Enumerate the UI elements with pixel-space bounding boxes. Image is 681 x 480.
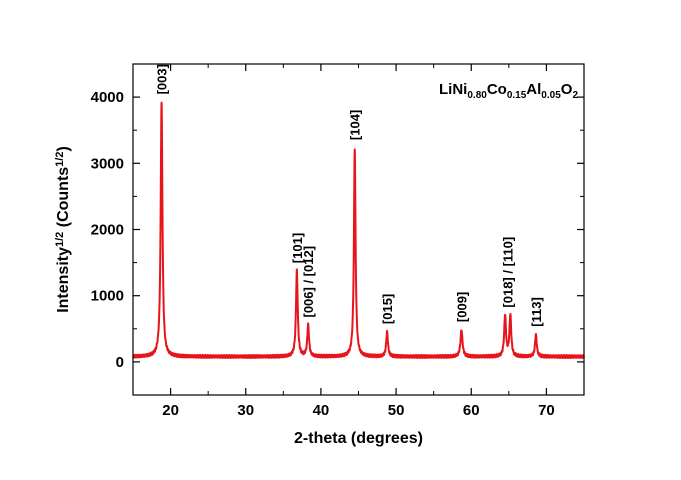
peak-label: [101] — [290, 233, 305, 263]
peak-label: [003] — [155, 64, 170, 94]
x-tick-label: 20 — [162, 402, 179, 419]
x-tick-label: 40 — [313, 402, 330, 419]
labels: 20 30 40 50 60 70 0 1000 2000 3000 4000 2-theta (de… — [54, 64, 578, 447]
x-tick-label: 50 — [388, 402, 405, 419]
y-tick-label: 4000 — [91, 89, 124, 106]
y-tick-label: 3000 — [91, 155, 124, 172]
x-tick-label: 70 — [538, 402, 555, 419]
formula-label: LiNi0.80Co0.15Al0.05O2 — [439, 81, 578, 101]
y-axis-label-part: (Counts — [55, 167, 72, 232]
peak-label: [104] — [348, 110, 363, 140]
y-tick-label: 2000 — [91, 222, 124, 239]
y-axis-label-part: ) — [55, 146, 72, 151]
formula-part: Al — [526, 81, 541, 98]
peak-label: [015] — [380, 294, 395, 324]
formula-subscript: 2 — [572, 90, 578, 101]
x-axis-label: 2-theta (degrees) — [294, 430, 423, 447]
y-axis-label-superscript: 1/2 — [54, 232, 66, 247]
formula-part: LiNi — [439, 81, 467, 98]
peak-label: [113] — [529, 297, 544, 327]
peak-label: [006] / [012] — [301, 246, 316, 318]
formula-part: Co — [487, 81, 507, 98]
plot-area — [132, 101, 585, 359]
y-tick-label: 1000 — [91, 288, 124, 305]
y-axis-label: Intensity1/2 (Counts1/2) — [54, 146, 72, 313]
formula-subscript: 0.05 — [541, 90, 561, 101]
formula-subscript: 0.80 — [467, 90, 487, 101]
x-tick-label: 30 — [237, 402, 254, 419]
peak-label: [018] / [110] — [501, 237, 516, 308]
formula-part: O — [561, 81, 573, 98]
peak-label: [009] — [455, 292, 470, 322]
series-line — [132, 101, 585, 359]
y-axis-label-superscript: 1/2 — [54, 152, 66, 167]
y-axis-label-part: Intensity — [55, 247, 72, 313]
formula-subscript: 0.15 — [507, 90, 527, 101]
x-tick-label: 60 — [463, 402, 480, 419]
axes — [132, 63, 585, 396]
y-tick-label: 0 — [116, 354, 124, 371]
